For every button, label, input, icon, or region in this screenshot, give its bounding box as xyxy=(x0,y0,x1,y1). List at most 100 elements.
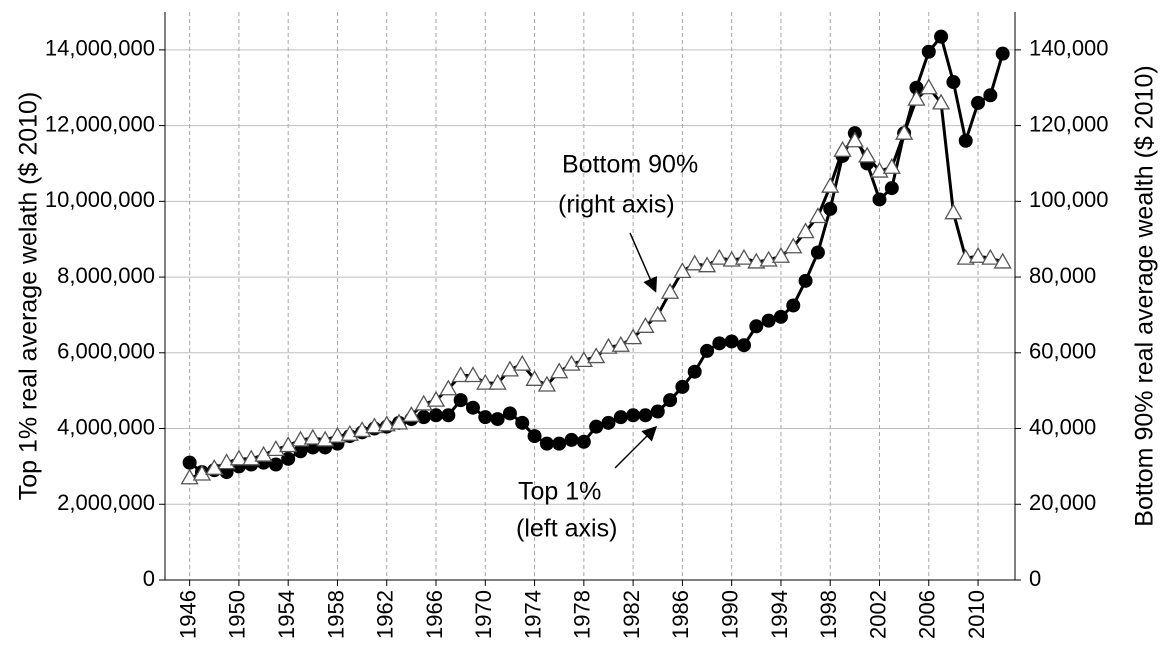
circle-marker xyxy=(564,432,579,447)
circle-marker xyxy=(429,408,444,423)
triangle-marker xyxy=(956,248,975,265)
y2-tick-label: 0 xyxy=(1029,566,1041,591)
triangle-marker xyxy=(734,248,754,265)
circle-marker xyxy=(786,298,801,313)
x-tick-label: 1954 xyxy=(274,590,299,639)
annotation: (right axis) xyxy=(558,191,675,219)
series-line xyxy=(189,85,1004,480)
y2-tick-label: 80,000 xyxy=(1029,263,1096,288)
circle-marker xyxy=(663,393,678,408)
triangle-marker xyxy=(303,428,322,445)
x-tick-label: 1966 xyxy=(422,590,447,639)
triangle-marker xyxy=(525,369,544,386)
circle-marker xyxy=(601,415,616,430)
triangle-marker xyxy=(722,250,741,267)
circle-marker xyxy=(281,451,296,466)
y-tick-label: 12,000,000 xyxy=(45,111,155,136)
circle-marker xyxy=(712,336,727,351)
annotation: Top 1% xyxy=(518,478,601,506)
circle-marker xyxy=(576,434,591,449)
circle-marker xyxy=(909,80,924,95)
circle-marker xyxy=(823,201,838,216)
circle-marker xyxy=(884,181,899,196)
triangle-marker xyxy=(660,282,680,299)
circle-marker xyxy=(416,410,431,425)
x-tick-label: 2010 xyxy=(964,590,989,639)
x-tick-label: 1990 xyxy=(717,590,742,639)
y-tick-label: 8,000,000 xyxy=(57,263,155,288)
x-tick-label: 1950 xyxy=(225,590,250,639)
circle-marker xyxy=(626,408,641,423)
y-tick-label: 14,000,000 xyxy=(45,36,155,61)
x-tick-label: 1970 xyxy=(471,590,496,639)
circle-marker xyxy=(971,95,986,110)
circle-marker xyxy=(613,410,628,425)
triangle-marker xyxy=(993,252,1012,269)
triangle-marker xyxy=(205,458,224,475)
triangle-marker xyxy=(599,337,618,354)
x-tick-label: 1946 xyxy=(175,590,200,639)
triangle-marker xyxy=(402,405,421,422)
circle-marker xyxy=(490,412,505,427)
triangle-marker xyxy=(451,366,470,383)
circle-marker xyxy=(946,75,961,90)
triangle-marker xyxy=(796,222,815,239)
circle-marker xyxy=(798,273,813,288)
triangle-marker xyxy=(291,430,310,447)
circle-marker xyxy=(465,400,480,415)
triangle-marker xyxy=(685,254,704,271)
triangle-marker xyxy=(537,375,557,392)
triangle-marker xyxy=(500,360,520,377)
triangle-marker xyxy=(907,89,926,106)
x-tick-label: 1958 xyxy=(323,590,348,639)
triangle-marker xyxy=(426,390,446,407)
annotation: Bottom 90% xyxy=(562,151,698,179)
triangle-marker xyxy=(919,78,938,95)
triangle-marker xyxy=(365,417,384,434)
circle-marker xyxy=(921,44,936,59)
y2-tick-label: 100,000 xyxy=(1029,187,1109,212)
triangle-marker xyxy=(623,328,643,345)
triangle-marker xyxy=(944,203,963,220)
triangle-marker xyxy=(858,146,877,163)
circle-marker xyxy=(749,319,764,334)
triangle-marker xyxy=(192,464,212,481)
circle-marker xyxy=(736,338,751,353)
y-tick-label: 10,000,000 xyxy=(45,187,155,212)
x-tick-label: 1986 xyxy=(668,590,693,639)
triangle-marker xyxy=(636,316,655,333)
triangle-marker xyxy=(488,373,507,390)
x-tick-label: 2006 xyxy=(915,590,940,639)
y-axis-title: Top 1% real average welath ($ 2010) xyxy=(15,92,43,501)
circle-marker xyxy=(589,419,604,434)
triangle-marker xyxy=(981,248,1000,265)
y-tick-label: 0 xyxy=(143,566,155,591)
circle-marker xyxy=(527,429,542,444)
annotation-arrow xyxy=(614,425,658,469)
triangle-marker xyxy=(931,93,951,110)
circle-marker xyxy=(293,444,308,459)
triangle-marker xyxy=(771,246,791,263)
circle-marker xyxy=(478,410,493,425)
x-tick-label: 1978 xyxy=(570,590,595,639)
circle-marker xyxy=(983,88,998,103)
circle-marker xyxy=(502,406,517,421)
circle-marker xyxy=(872,192,887,207)
circle-marker xyxy=(958,133,973,148)
circle-marker xyxy=(761,313,776,328)
triangle-marker xyxy=(377,415,396,432)
triangle-marker xyxy=(845,131,864,148)
circle-marker xyxy=(539,436,554,451)
x-tick-label: 1962 xyxy=(373,590,398,639)
series-line xyxy=(188,33,1005,474)
y-tick-label: 4,000,000 xyxy=(57,414,155,439)
triangle-marker xyxy=(710,248,729,265)
y2-tick-label: 20,000 xyxy=(1029,490,1096,515)
circle-marker xyxy=(515,415,530,430)
triangle-marker xyxy=(784,237,803,254)
circle-marker xyxy=(650,404,665,419)
y-tick-label: 2,000,000 xyxy=(57,490,155,515)
circle-marker xyxy=(638,408,653,423)
y2-tick-label: 140,000 xyxy=(1029,36,1109,61)
y2-tick-label: 40,000 xyxy=(1029,414,1096,439)
